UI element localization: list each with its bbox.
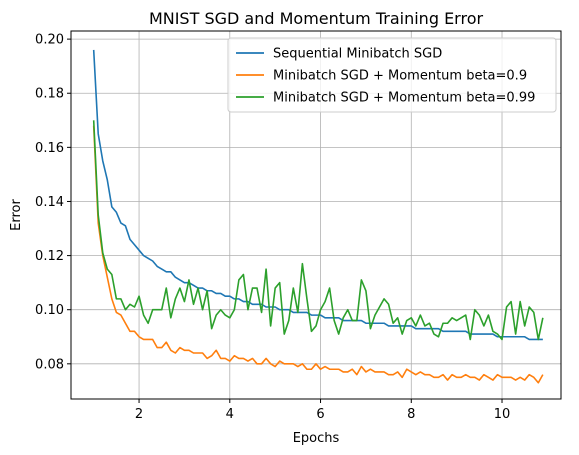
x-tick-label: 10 bbox=[494, 407, 511, 422]
y-axis-label: Error bbox=[9, 199, 24, 231]
x-tick-label: 2 bbox=[135, 407, 143, 422]
legend-label: Sequential Minibatch SGD bbox=[273, 47, 442, 62]
y-tick-label: 0.14 bbox=[35, 195, 64, 210]
x-axis-label: Epochs bbox=[293, 431, 340, 446]
legend: Sequential Minibatch SGD Minibatch SGD + … bbox=[227, 37, 557, 113]
series-layer bbox=[92, 49, 544, 384]
y-tick-label: 0.16 bbox=[35, 141, 64, 156]
x-tick-label: 8 bbox=[407, 407, 415, 422]
chart-title: MNIST SGD and Momentum Training Error bbox=[149, 9, 484, 28]
y-tick-label: 0.08 bbox=[35, 357, 64, 372]
y-tick-label: 0.10 bbox=[35, 303, 64, 318]
y-tick-label: 0.18 bbox=[35, 87, 64, 102]
x-axis: 2 4 6 8 10 bbox=[135, 399, 510, 422]
x-tick-label: 6 bbox=[316, 407, 324, 422]
series-line-2 bbox=[92, 125, 544, 384]
legend-label: Minibatch SGD + Momentum beta=0.9 bbox=[273, 69, 527, 84]
y-tick-label: 0.20 bbox=[35, 33, 64, 48]
legend-label: Minibatch SGD + Momentum beta=0.99 bbox=[273, 91, 535, 106]
legend-box bbox=[227, 37, 557, 113]
y-tick-label: 0.12 bbox=[35, 249, 64, 264]
series-line-3 bbox=[92, 120, 544, 341]
x-tick-label: 4 bbox=[226, 407, 234, 422]
y-axis: 0.08 0.10 0.12 0.14 0.16 0.18 0.20 bbox=[35, 33, 71, 372]
plot-frame bbox=[70, 30, 562, 400]
